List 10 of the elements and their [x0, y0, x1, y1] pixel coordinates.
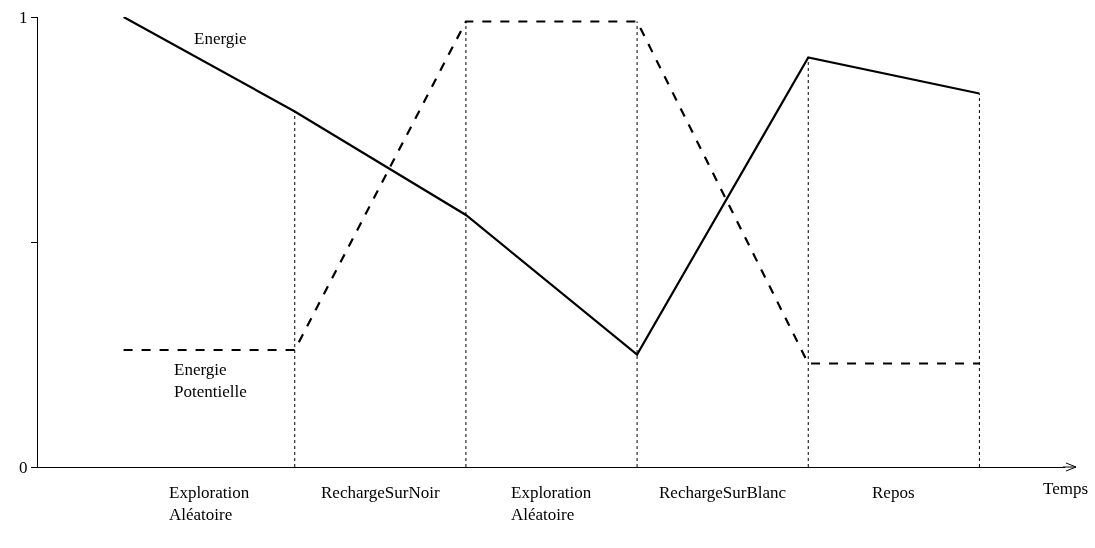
y-tick-label: 0 [19, 457, 28, 477]
text: Exploration Aléatoire [511, 483, 592, 525]
series-label: Energie [194, 29, 247, 48]
text: RechargeSurNoir [321, 483, 440, 502]
y-tick-label: 1 [19, 7, 28, 27]
text: Exploration Aléatoire [169, 483, 250, 525]
series-label: Energie Potentielle [174, 360, 247, 402]
text: Temps [1043, 479, 1089, 498]
text: Repos [872, 483, 915, 502]
text: RechargeSurBlanc [659, 483, 787, 502]
